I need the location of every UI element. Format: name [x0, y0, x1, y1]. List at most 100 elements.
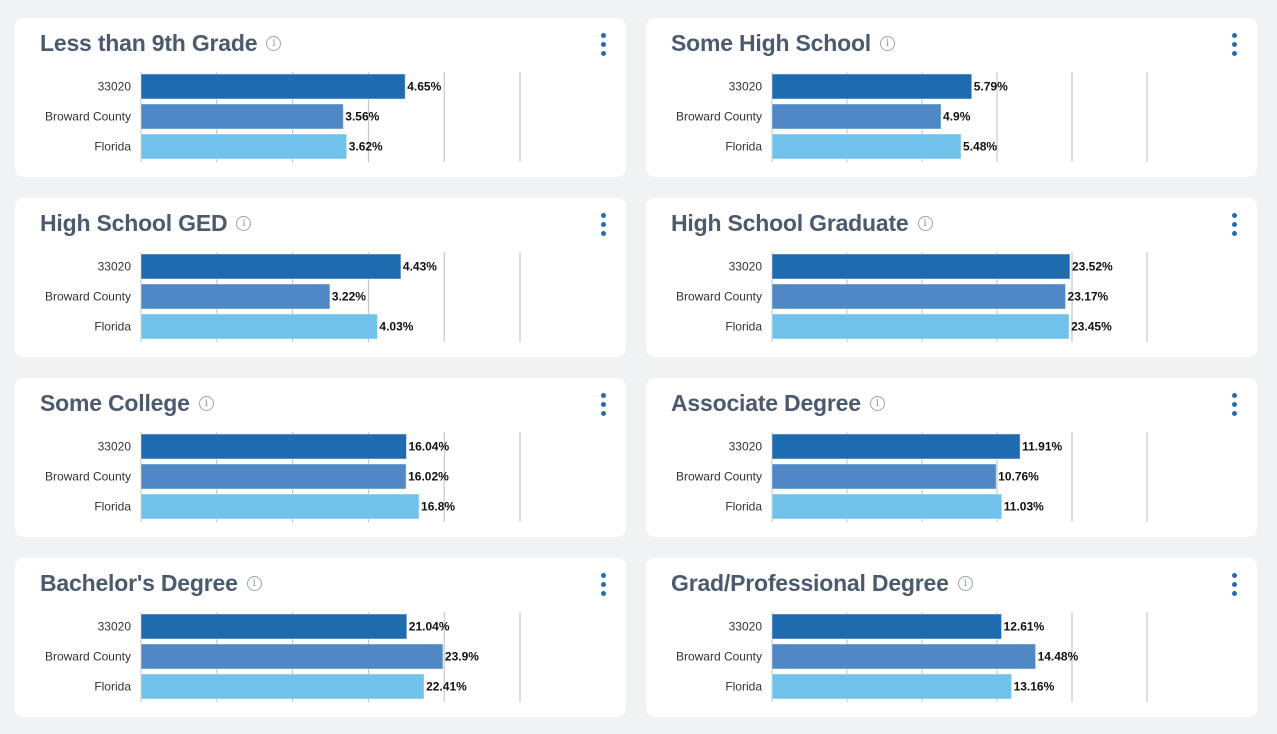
category-label: Florida [94, 500, 131, 514]
more-options-icon[interactable] [599, 573, 609, 599]
bar-33020[interactable] [140, 613, 408, 640]
kebab-dot [1232, 591, 1237, 596]
more-options-icon[interactable] [1230, 573, 1240, 599]
category-label: 33020 [729, 260, 763, 274]
category-label: 33020 [729, 620, 763, 634]
bar-33020[interactable] [140, 433, 407, 460]
bar-florida[interactable] [771, 133, 962, 160]
bar-broward-county[interactable] [140, 643, 444, 670]
chart-card: High School GED i 33020 4.43% Broward County… [15, 198, 626, 357]
bar-florida[interactable] [140, 673, 425, 700]
value-label: 4.03% [379, 320, 413, 334]
card-title: Bachelor's Degree i [40, 570, 262, 597]
card-title: Less than 9th Grade i [40, 30, 282, 57]
category-label: Florida [725, 140, 762, 154]
category-label: Florida [725, 320, 762, 334]
bar-33020[interactable] [771, 433, 1021, 460]
info-icon[interactable]: i [246, 576, 262, 591]
bar-33020[interactable] [771, 613, 1003, 640]
value-label: 23.45% [1071, 320, 1112, 334]
value-label: 12.61% [1004, 620, 1045, 634]
value-label: 16.04% [408, 440, 449, 454]
more-options-icon[interactable] [1230, 33, 1240, 59]
info-icon[interactable]: i [266, 36, 282, 51]
more-options-icon[interactable] [599, 393, 609, 419]
info-icon[interactable]: i [236, 216, 252, 231]
card-title: High School Graduate i [671, 210, 933, 237]
bar-florida[interactable] [140, 133, 348, 160]
value-label: 3.22% [332, 290, 366, 304]
bar-33020[interactable] [140, 253, 402, 280]
bar-broward-county[interactable] [140, 103, 344, 130]
card-title: Some College i [40, 390, 214, 417]
chart-title: Bachelor's Degree [40, 570, 238, 596]
kebab-dot [601, 51, 606, 56]
bar-broward-county[interactable] [771, 463, 997, 490]
bar-33020[interactable] [140, 73, 406, 100]
bar-chart: 33020 21.04% Broward County 23.9% Florida 22.… [15, 610, 626, 704]
kebab-dot [601, 231, 606, 236]
more-options-icon[interactable] [599, 213, 609, 239]
kebab-dot [601, 393, 606, 398]
bar-chart: 33020 4.65% Broward County 3.56% Florida 3.62… [15, 70, 626, 164]
category-label: Florida [94, 680, 131, 694]
more-options-icon[interactable] [599, 33, 609, 59]
bar-chart: 33020 5.79% Broward County 4.9% Florida 5.48% [646, 70, 1257, 164]
bar-florida[interactable] [771, 493, 1003, 520]
chart-title: Grad/Professional Degree [671, 570, 949, 596]
category-label: 33020 [729, 80, 763, 94]
bar-florida[interactable] [771, 673, 1013, 700]
kebab-dot [601, 213, 606, 218]
chart-card: High School Graduate i 33020 23.52% Broward … [646, 198, 1257, 357]
chart-title: Associate Degree [671, 390, 861, 416]
kebab-dot [1232, 51, 1237, 56]
info-icon[interactable]: i [957, 576, 973, 591]
value-label: 10.76% [998, 470, 1039, 484]
bar-broward-county[interactable] [771, 283, 1067, 310]
kebab-dot [1232, 402, 1237, 407]
chart-card: Associate Degree i 33020 11.91% Broward Coun… [646, 378, 1257, 537]
bar-florida[interactable] [771, 313, 1070, 340]
category-label: Broward County [676, 290, 762, 304]
bar-broward-county[interactable] [771, 103, 942, 130]
more-options-icon[interactable] [1230, 393, 1240, 419]
info-icon[interactable]: i [198, 396, 214, 411]
info-icon[interactable]: i [869, 396, 885, 411]
bar-33020[interactable] [771, 73, 973, 100]
bar-chart: 33020 12.61% Broward County 14.48% Florida 13… [646, 610, 1257, 704]
bar-broward-county[interactable] [771, 643, 1037, 670]
bar-broward-county[interactable] [140, 283, 331, 310]
value-label: 4.9% [943, 110, 971, 124]
kebab-dot [601, 402, 606, 407]
value-label: 23.52% [1072, 260, 1113, 274]
info-icon[interactable]: i [879, 36, 895, 51]
category-label: Broward County [45, 110, 131, 124]
chart-title: Some College [40, 390, 190, 416]
chart-card: Some High School i 33020 5.79% Broward Count… [646, 18, 1257, 177]
value-label: 5.79% [974, 80, 1008, 94]
kebab-dot [1232, 573, 1237, 578]
value-label: 21.04% [409, 620, 450, 634]
category-label: Florida [94, 320, 131, 334]
value-label: 23.17% [1068, 290, 1109, 304]
more-options-icon[interactable] [1230, 213, 1240, 239]
kebab-dot [601, 411, 606, 416]
bar-broward-county[interactable] [140, 463, 407, 490]
kebab-dot [1232, 231, 1237, 236]
category-label: 33020 [729, 440, 763, 454]
chart-card: Some College i 33020 16.04% Broward County 16… [15, 378, 626, 537]
bar-chart: 33020 11.91% Broward County 10.76% Florida 11… [646, 430, 1257, 524]
bar-chart: 33020 16.04% Broward County 16.02% Florida 16… [15, 430, 626, 524]
bar-florida[interactable] [140, 313, 378, 340]
bar-33020[interactable] [771, 253, 1071, 280]
category-label: Broward County [45, 650, 131, 664]
bar-florida[interactable] [140, 493, 420, 520]
category-label: 33020 [98, 260, 132, 274]
chart-title: High School Graduate [671, 210, 909, 236]
bar-chart-svg: 33020 23.52% Broward County 23.17% Florida 23… [676, 252, 1148, 342]
value-label: 14.48% [1038, 650, 1079, 664]
kebab-dot [601, 582, 606, 587]
info-icon[interactable]: i [917, 216, 933, 231]
kebab-dot [1232, 393, 1237, 398]
category-label: Broward County [676, 650, 762, 664]
